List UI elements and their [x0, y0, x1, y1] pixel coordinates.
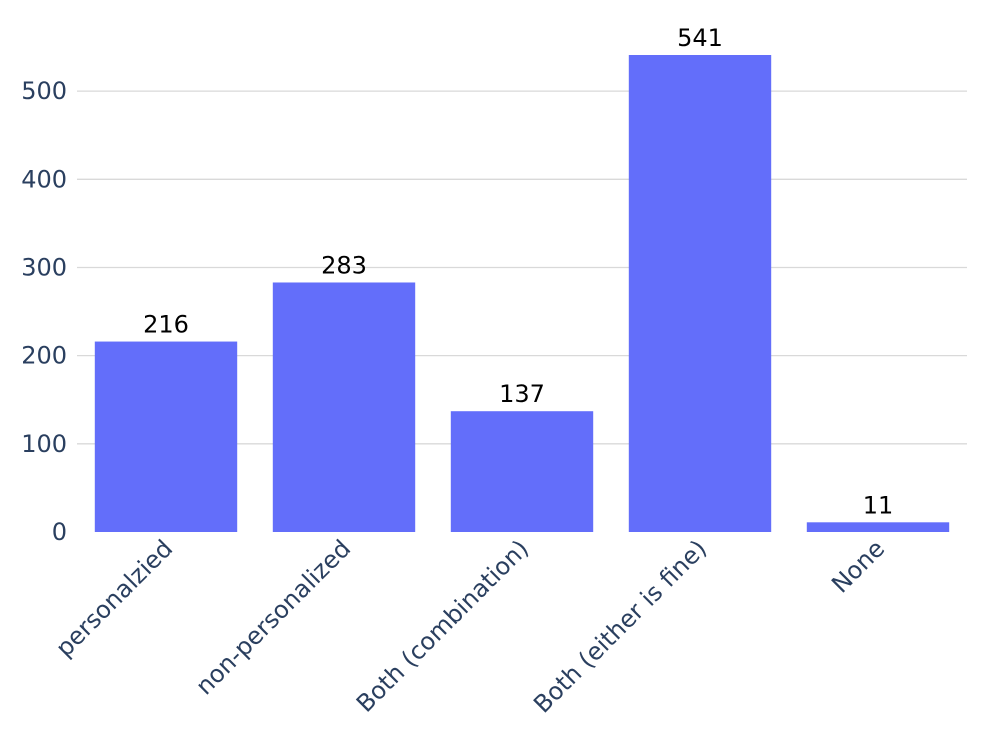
data-label: 216	[143, 311, 189, 339]
bar	[628, 55, 772, 532]
y-axis-ticks: 0 100 200 300 400 500	[21, 77, 67, 546]
bar	[806, 522, 950, 532]
bar	[94, 341, 238, 532]
bar	[272, 282, 416, 532]
x-tick-label: non-personalized	[190, 534, 356, 700]
y-tick-label: 300	[21, 253, 67, 281]
y-tick-label: 500	[21, 77, 67, 105]
x-tick-label: None	[826, 534, 890, 598]
data-label: 137	[499, 380, 545, 408]
x-tick-label: Both (either is fine)	[528, 534, 712, 718]
x-tick-label: personalzied	[50, 534, 178, 662]
data-label: 541	[677, 24, 723, 52]
y-tick-label: 100	[21, 430, 67, 458]
y-tick-label: 0	[52, 518, 67, 546]
y-tick-label: 400	[21, 165, 67, 193]
data-label: 283	[321, 251, 367, 279]
bars	[94, 55, 950, 532]
data-labels: 216 283 137 541 11	[143, 24, 893, 519]
y-tick-label: 200	[21, 342, 67, 370]
x-tick-label: Both (combination)	[351, 534, 534, 717]
bar	[450, 411, 594, 532]
data-label: 11	[863, 491, 894, 519]
